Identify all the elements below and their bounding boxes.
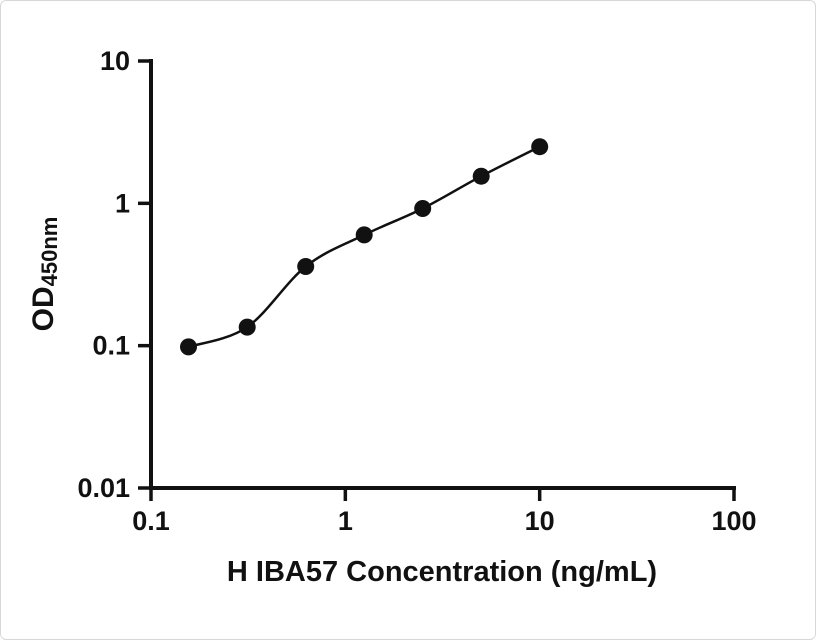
- y-tick-label: 0.1: [92, 331, 130, 361]
- y-axis-title: OD450nm: [27, 217, 62, 332]
- x-axis-title: H IBA57 Concentration (ng/mL): [227, 556, 657, 588]
- y-axis-title-main: OD: [27, 286, 60, 331]
- x-tick-label: 1: [338, 506, 353, 536]
- y-tick-label: 10: [100, 46, 130, 76]
- y-axis-title-sub: 450nm: [37, 217, 62, 287]
- y-tick-label: 0.01: [77, 473, 130, 503]
- y-tick-label: 1: [115, 188, 130, 218]
- x-tick-label: 0.1: [132, 506, 170, 536]
- fit-curve: [188, 145, 541, 349]
- x-tick-label: 10: [525, 506, 555, 536]
- x-tick-label: 100: [711, 506, 756, 536]
